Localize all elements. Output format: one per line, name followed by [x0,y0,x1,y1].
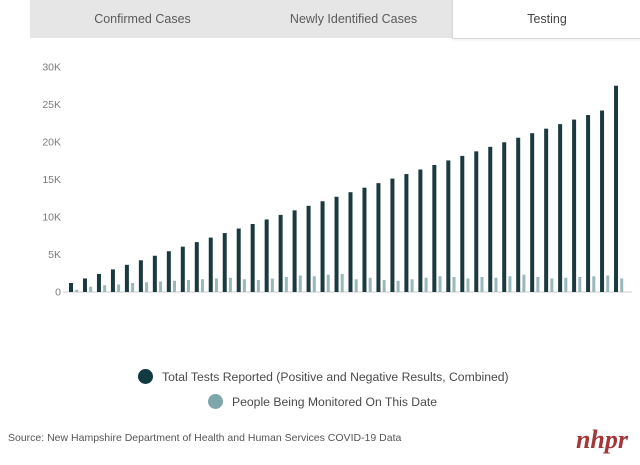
svg-text:30K: 30K [42,62,61,74]
svg-text:15K: 15K [42,174,61,186]
svg-text:5K: 5K [48,249,61,261]
svg-text:25K: 25K [42,99,61,111]
svg-text:10K: 10K [42,212,61,224]
svg-text:20K: 20K [42,137,61,149]
svg-text:0: 0 [55,287,61,299]
